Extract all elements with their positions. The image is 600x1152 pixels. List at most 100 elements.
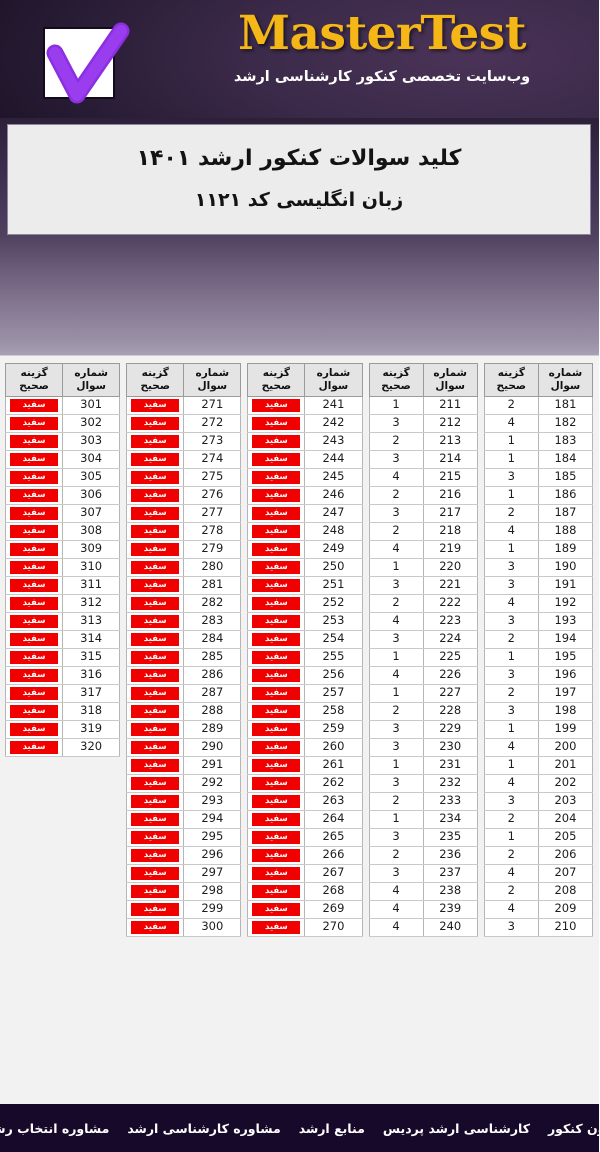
cell-question-number: 271 [184,395,243,415]
cell-correct-option: 4 [484,737,540,757]
blank-answer-badge: سفید [132,398,181,412]
table-row: 255 سفید [248,647,364,667]
cell-question-number: 251 [305,575,364,595]
cell-correct-option: سفید [127,467,186,487]
cell-question-number: 241 [305,395,364,415]
cell-question-number: 186 [538,485,595,505]
blank-answer-badge: سفید [253,614,302,628]
cell-correct-option: 3 [484,575,540,595]
table-row: 208 2 [484,881,595,901]
table-row: 250 سفید [248,557,364,577]
blank-answer-badge: سفید [11,740,60,754]
cell-correct-option: سفید [127,431,186,451]
site-footer: ارشد بدون کنکور کارشناسی ارشد پردیس منابع … [0,1104,600,1152]
cell-question-number: 317 [63,683,122,703]
table-row: 319 سفید [6,719,122,739]
table-row: 249 سفید [248,539,364,559]
blank-answer-badge: سفید [11,596,60,610]
cell-correct-option: سفید [6,413,65,433]
cell-question-number: 232 [423,773,479,793]
table-row: 261 سفید [248,755,364,775]
cell-question-number: 252 [305,593,364,613]
table-row: 299 سفید [127,899,243,919]
cell-question-number: 204 [538,809,595,829]
cell-correct-option: سفید [127,845,186,865]
cell-question-number: 187 [538,503,595,523]
footer-link-5[interactable]: مشاوره انتخاب رشته ارشد [0,1120,111,1136]
cell-question-number: 222 [423,593,479,613]
column-header-correct-option: گزینه صحیح [127,362,186,397]
cell-question-number: 191 [538,575,595,595]
blank-answer-badge: سفید [132,416,181,430]
cell-question-number: 256 [305,665,364,685]
table-row: 216 2 [369,485,479,505]
blank-answer-badge: سفید [253,398,302,412]
cell-question-number: 292 [184,773,243,793]
cell-question-number: 261 [305,755,364,775]
cell-correct-option: 2 [369,791,425,811]
footer-link-4[interactable]: مشاوره کارشناسی ارشد [128,1120,282,1136]
table-row: 247 سفید [248,503,364,523]
cell-correct-option: سفید [248,881,307,901]
table-row: 263 سفید [248,791,364,811]
blank-answer-badge: سفید [253,542,302,556]
cell-question-number: 260 [305,737,364,757]
cell-question-number: 211 [423,395,479,415]
cell-correct-option: سفید [127,521,186,541]
table-header-row: شماره سوال گزینه صحیح [6,362,122,397]
cell-question-number: 231 [423,755,479,775]
table-row: 201 1 [484,755,595,775]
blank-answer-badge: سفید [253,776,302,790]
table-row: 211 1 [369,395,479,415]
footer-link-2[interactable]: کارشناسی ارشد پردیس [383,1120,531,1136]
cell-correct-option: 3 [369,575,425,595]
cell-question-number: 308 [63,521,122,541]
cell-question-number: 278 [184,521,243,541]
cell-question-number: 258 [305,701,364,721]
cell-question-number: 243 [305,431,364,451]
cell-correct-option: 3 [484,611,540,631]
brand-block: MasterTest وب‌سایت تخصصی کنکور کارشناسی … [180,7,586,87]
cell-correct-option: 1 [484,485,540,505]
table-row: 213 2 [369,431,479,451]
cell-correct-option: 1 [369,755,425,775]
cell-correct-option: سفید [127,773,186,793]
cell-correct-option: سفید [248,431,307,451]
footer-link-1[interactable]: ارشد بدون کنکور [548,1120,600,1136]
blank-answer-badge: سفید [132,452,181,466]
blank-answer-badge: سفید [11,632,60,646]
cell-correct-option: سفید [6,395,65,415]
table-row: 197 2 [484,683,595,703]
cell-correct-option: 1 [369,683,425,703]
blank-answer-badge: سفید [132,470,181,484]
table-row: 190 3 [484,557,595,577]
cell-question-number: 209 [538,899,595,919]
table-header-row: شماره سوال گزینه صحیح [369,362,479,397]
footer-link-3[interactable]: منابع ارشد [299,1120,366,1136]
cell-question-number: 272 [184,413,243,433]
table-row: 217 3 [369,503,479,523]
blank-answer-badge: سفید [132,506,181,520]
table-row: 189 1 [484,539,595,559]
table-row: 280 سفید [127,557,243,577]
blank-answer-badge: سفید [253,434,302,448]
cell-correct-option: سفید [127,899,186,919]
cell-correct-option: سفید [6,449,65,469]
table-row: 214 3 [369,449,479,469]
cell-question-number: 237 [423,863,479,883]
cell-correct-option: 3 [369,827,425,847]
blank-answer-badge: سفید [253,524,302,538]
blank-answer-badge: سفید [132,578,181,592]
cell-question-number: 277 [184,503,243,523]
cell-correct-option: 1 [484,719,540,739]
cell-question-number: 264 [305,809,364,829]
table-row: 231 1 [369,755,479,775]
cell-correct-option: سفید [127,827,186,847]
cell-question-number: 298 [184,881,243,901]
cell-question-number: 309 [63,539,122,559]
cell-correct-option: 1 [484,647,540,667]
cell-correct-option: 2 [369,485,425,505]
cell-correct-option: سفید [127,737,186,757]
cell-question-number: 265 [305,827,364,847]
cell-correct-option: 4 [369,881,425,901]
